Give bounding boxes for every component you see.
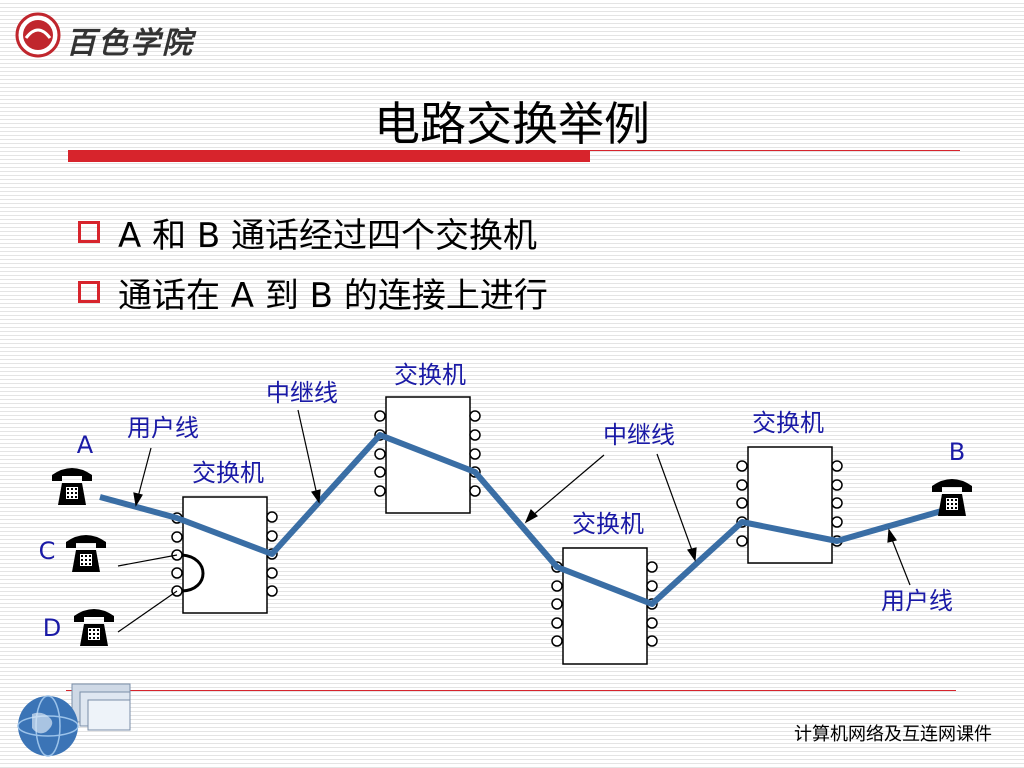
page-title: 电路交换举例: [374, 97, 650, 151]
phone-c-icon: [66, 535, 106, 572]
college-name: 百色学院: [66, 26, 194, 61]
label-switch-2: 交换机: [394, 361, 466, 389]
label-trunk-1: 中继线: [266, 379, 338, 407]
label-switch-4: 交换机: [752, 409, 824, 437]
call-path: [99, 432, 946, 607]
bullet-list: A 和 B 通话经过四个交换机 通话在 A 到 B 的连接上进行: [78, 202, 548, 322]
switch-3: [551, 547, 658, 665]
label-user-line-b: 用户线: [881, 587, 953, 615]
phone-d-icon: [74, 609, 114, 646]
bullet-square-icon: [78, 221, 100, 243]
college-seal-icon: [15, 12, 61, 58]
bullet-text: 通话在 A 到 B 的连接上进行: [118, 275, 548, 316]
phone-a-icon: [52, 468, 92, 505]
label-user-line-a: 用户线: [127, 414, 199, 442]
line-d: [117, 590, 178, 633]
label-trunk-2: 中继线: [603, 421, 675, 449]
globe-network-icon: [17, 683, 131, 757]
label-switch-1: 交换机: [192, 459, 264, 487]
college-logo: 百色学院: [14, 12, 204, 61]
switch-4: [736, 446, 843, 564]
label-phone-d: D: [43, 614, 61, 642]
switch-1: [171, 496, 278, 614]
line-c: [117, 554, 178, 567]
bullet-square-icon: [78, 281, 100, 303]
label-phone-b: B: [949, 438, 965, 466]
label-phone-c: C: [39, 537, 56, 565]
label-switch-3: 交换机: [572, 510, 644, 538]
label-phone-a: A: [77, 431, 94, 459]
title-underline: [68, 150, 590, 162]
title-rule: [590, 150, 960, 151]
bullet-item: 通话在 A 到 B 的连接上进行: [78, 262, 548, 322]
footer-rule: [66, 690, 956, 691]
bullet-text: A 和 B 通话经过四个交换机: [118, 215, 538, 256]
circuit-switching-diagram: 交换机 中继线 用户线 交换机 中继线 交换机 交换机 用户线 A B C D: [39, 361, 972, 665]
bullet-item: A 和 B 通话经过四个交换机: [78, 202, 548, 262]
footer-course-name: 计算机网络及互连网课件: [794, 724, 992, 745]
